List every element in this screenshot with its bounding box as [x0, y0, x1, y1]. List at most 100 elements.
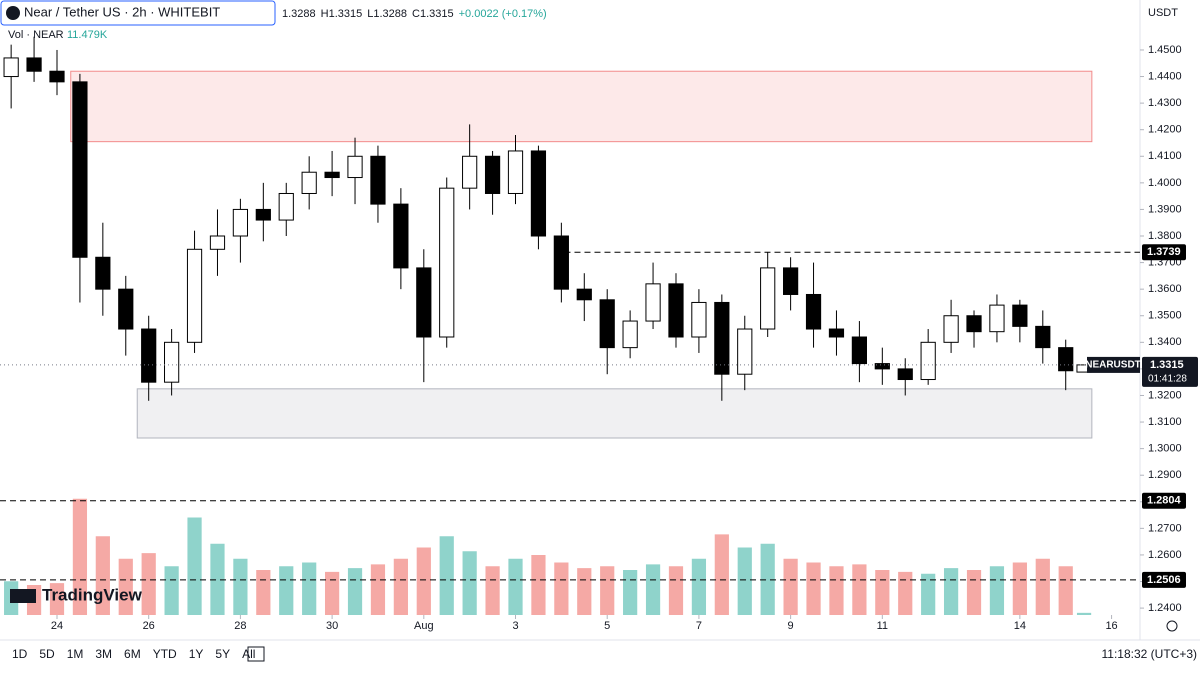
- x-tick-label: 24: [51, 620, 63, 632]
- candle-body: [484, 155, 501, 194]
- candle-body: [393, 203, 409, 269]
- range-button[interactable]: 5D: [39, 647, 55, 661]
- candle-body: [1012, 304, 1028, 327]
- candle-body: [439, 187, 455, 338]
- x-tick-label: 3: [512, 620, 518, 632]
- level-label: 1.3739: [1147, 246, 1181, 258]
- volume-bar: [1076, 612, 1092, 615]
- x-tick-label: 26: [143, 620, 155, 632]
- candle-body: [920, 341, 936, 381]
- range-button[interactable]: 6M: [124, 647, 141, 661]
- symbol-icon: [6, 6, 20, 20]
- currency[interactable]: USDT: [1148, 7, 1178, 19]
- candle-body: [141, 328, 157, 383]
- x-tick-label: 28: [234, 620, 246, 632]
- date-range-icon[interactable]: [247, 646, 265, 662]
- y-tick-label: 1.3100: [1148, 416, 1182, 428]
- volume-title: Vol · NEAR: [8, 29, 64, 41]
- candle-body: [691, 301, 707, 338]
- candle-body: [370, 155, 386, 205]
- volume-bar: [279, 566, 294, 615]
- range-button[interactable]: All: [242, 647, 255, 661]
- volume-bar: [164, 566, 179, 615]
- volume-bar: [462, 551, 477, 615]
- x-tick-label: 9: [788, 620, 794, 632]
- zone: [136, 388, 1093, 439]
- candle-body: [989, 304, 1005, 333]
- level-label: 1.2506: [1147, 574, 1181, 586]
- candle-body: [737, 328, 753, 375]
- volume-bar: [72, 498, 88, 615]
- volume-bar: [233, 558, 248, 615]
- range-button[interactable]: 1D: [12, 647, 28, 661]
- level-label-bg: [1142, 492, 1186, 509]
- candle-body: [49, 70, 65, 83]
- candle-body: [255, 208, 271, 221]
- candle-body: [897, 368, 913, 381]
- logo-mark: [10, 589, 36, 603]
- candle-body: [553, 235, 569, 290]
- range-button[interactable]: 1Y: [189, 647, 204, 661]
- symbol-box[interactable]: [0, 0, 276, 26]
- y-tick-label: 1.2400: [1148, 602, 1182, 614]
- volume-bar: [347, 568, 363, 615]
- volume-bar: [118, 558, 133, 615]
- candle-body: [324, 171, 340, 179]
- candle-body: [530, 150, 547, 237]
- candle-body: [278, 192, 294, 221]
- candle-body: [760, 267, 776, 330]
- candle-body: [95, 256, 111, 290]
- volume-bar: [324, 571, 340, 615]
- candle-body: [507, 150, 524, 194]
- volume-bar: [370, 564, 386, 615]
- volume-bar: [485, 566, 500, 615]
- volume-bar: [898, 571, 913, 615]
- candle-body: [164, 341, 180, 383]
- x-tick-label: 5: [604, 620, 610, 632]
- settings-icon[interactable]: [1166, 620, 1178, 632]
- y-tick-label: 1.3800: [1148, 230, 1182, 242]
- clock: 11:18:32 (UTC+3): [1102, 647, 1198, 661]
- candle-body: [851, 336, 867, 365]
- candle-body: [599, 299, 615, 349]
- range-button[interactable]: 3M: [95, 647, 112, 661]
- range-button[interactable]: 1M: [67, 647, 84, 661]
- countdown: 01:41:28: [1148, 374, 1187, 385]
- y-tick-label: 1.3900: [1148, 203, 1182, 215]
- y-tick-label: 1.3200: [1148, 389, 1182, 401]
- range-button[interactable]: YTD: [153, 647, 177, 661]
- y-tick-label: 1.2600: [1148, 549, 1182, 561]
- volume-bar: [829, 566, 844, 615]
- x-tick-label: 16: [1105, 620, 1117, 632]
- candle-body: [186, 248, 203, 343]
- volume-bar: [714, 534, 729, 615]
- volume-bar: [737, 547, 752, 615]
- ohlc-value: L1.3288: [367, 8, 407, 20]
- candle-body: [462, 155, 478, 189]
- y-tick-label: 1.2900: [1148, 469, 1182, 481]
- y-tick-label: 1.4000: [1148, 177, 1182, 189]
- candle-body: [209, 235, 226, 250]
- x-tick-label: 7: [696, 620, 702, 632]
- volume-bar: [416, 547, 431, 615]
- ohlc-value: C1.3315: [412, 8, 454, 20]
- candle-body: [301, 171, 317, 194]
- y-tick-label: 1.3000: [1148, 443, 1182, 455]
- volume-value: 11.479K: [67, 29, 108, 41]
- volume-bar: [966, 570, 982, 615]
- candle-body: [26, 57, 42, 72]
- volume-bar: [508, 558, 523, 615]
- zone: [70, 70, 1093, 143]
- volume-bar: [921, 573, 936, 615]
- volume-bar: [393, 558, 408, 615]
- y-tick-label: 1.2700: [1148, 522, 1182, 534]
- range-button[interactable]: 5Y: [215, 647, 230, 661]
- y-tick-label: 1.4300: [1148, 97, 1182, 109]
- volume-bar: [302, 562, 317, 615]
- volume-bar: [95, 536, 110, 615]
- candle-body: [966, 315, 982, 333]
- ohlc-value: H1.3315: [321, 8, 363, 20]
- candle-body: [668, 283, 684, 338]
- candle-body: [805, 293, 822, 330]
